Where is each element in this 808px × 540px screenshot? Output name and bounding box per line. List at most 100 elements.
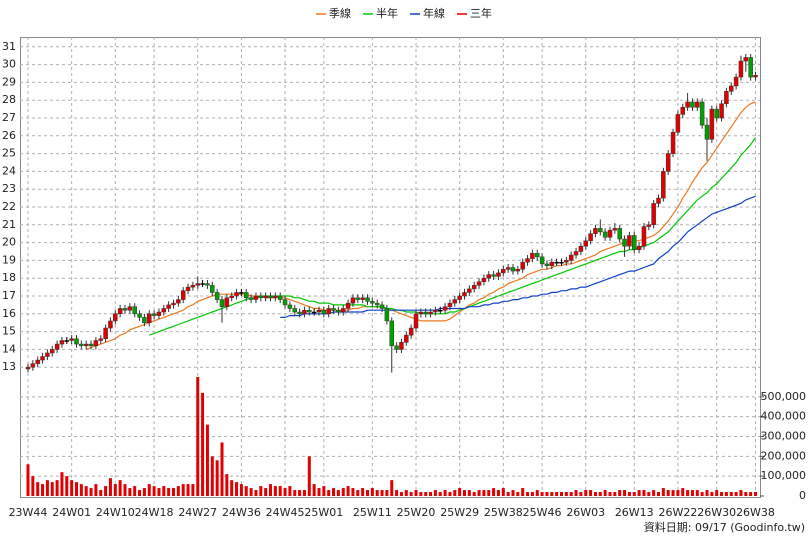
ma-line <box>280 195 756 318</box>
candle-body <box>287 304 293 309</box>
volume-bar <box>438 492 442 496</box>
volume-bar <box>380 490 384 496</box>
candle-body <box>185 286 191 291</box>
plot-frame <box>20 37 761 498</box>
candle-body <box>695 101 700 108</box>
volume-bar <box>395 490 399 496</box>
x-tick-label: 24W36 <box>222 506 261 519</box>
volume-bar <box>404 490 408 496</box>
y2-tick-label: 400,000 <box>761 410 807 423</box>
x-tick-label: 24W18 <box>135 506 174 519</box>
volume-bar <box>235 482 239 496</box>
x-tick-label: 26W38 <box>736 506 775 519</box>
volume-bar <box>273 486 277 496</box>
volume-bar <box>492 488 496 496</box>
candle-body <box>733 76 739 87</box>
candle-body <box>709 108 715 140</box>
candle-body <box>729 85 734 92</box>
candle-body <box>578 245 584 252</box>
volume-bar <box>230 480 234 496</box>
volume-bar <box>598 492 602 496</box>
y-tick-label: 17 <box>2 289 16 302</box>
volume-bar <box>254 490 258 496</box>
volume-bar <box>448 492 452 496</box>
volume-bar <box>749 492 753 496</box>
volume-bar <box>613 492 617 496</box>
volume-bar <box>152 486 156 496</box>
volume-bar <box>593 492 597 496</box>
volume-bar <box>307 456 311 496</box>
y-tick-label: 16 <box>2 307 16 320</box>
volume-bar <box>332 488 336 496</box>
candle-body <box>559 261 564 264</box>
volume-bar <box>181 484 185 496</box>
candle-body <box>302 309 307 315</box>
y-tick-label: 21 <box>2 218 16 231</box>
candle-body <box>336 309 341 313</box>
volume-bar <box>477 490 481 496</box>
volume-bar <box>94 484 98 496</box>
y-tick-label: 29 <box>2 75 16 88</box>
volume-bar <box>167 488 171 496</box>
volume-bar <box>516 492 520 496</box>
volume-bar <box>555 492 559 496</box>
candle-body <box>117 308 123 315</box>
candle-body <box>263 295 268 299</box>
volume-bar <box>603 490 607 496</box>
candle-body <box>724 91 729 105</box>
candle-body <box>326 308 331 315</box>
volume-bar <box>550 492 554 496</box>
y-tick-label: 24 <box>2 164 16 177</box>
y-tick-label: 26 <box>2 129 16 142</box>
volume-bar <box>147 484 151 496</box>
candle-body <box>685 101 690 108</box>
volume-bar <box>574 490 578 496</box>
candle-body <box>418 311 424 315</box>
x-tick-label: 24W10 <box>96 506 135 519</box>
candle-body <box>471 285 477 290</box>
candle-body <box>661 171 666 199</box>
volume-bar <box>196 377 200 496</box>
candle-body <box>248 297 254 300</box>
volume-bar <box>293 490 297 496</box>
candle-body <box>365 297 370 302</box>
volume-bar <box>496 490 500 496</box>
candle-body <box>277 295 283 300</box>
candle-body <box>486 274 491 279</box>
volume-bar <box>545 492 549 496</box>
y-tick-label: 27 <box>2 111 16 124</box>
volume-bar <box>366 490 369 496</box>
volume-bar <box>327 490 331 496</box>
candle-body <box>350 297 356 304</box>
candle-body <box>88 343 94 347</box>
volume-bar <box>201 392 205 496</box>
volume-bar <box>322 486 326 496</box>
candle-body <box>25 366 31 370</box>
x-tick-label: 25W29 <box>440 506 479 519</box>
candle-body <box>142 317 147 323</box>
volume-bar <box>724 492 728 496</box>
candle-body <box>544 263 550 266</box>
volume-bar <box>75 482 78 496</box>
volume-bar <box>467 490 471 496</box>
candle-body <box>45 352 50 357</box>
candle-body <box>423 311 428 315</box>
volume-bar <box>45 480 49 496</box>
legend-label: 年線 <box>423 6 445 20</box>
x-tick-label: 26W13 <box>615 506 654 519</box>
volume-bar <box>666 490 670 496</box>
candle-body <box>568 254 574 261</box>
candle-body <box>156 311 162 316</box>
candle-body <box>530 253 535 259</box>
candle-body <box>244 292 249 299</box>
volume-bar <box>705 490 709 496</box>
volume-bar <box>589 490 593 496</box>
candle-body <box>132 306 137 315</box>
volume-bar <box>681 488 685 496</box>
candle-body <box>743 57 749 62</box>
candle-body <box>510 267 516 272</box>
volume-bar <box>458 488 462 496</box>
candle-body <box>161 308 167 313</box>
volume-bar <box>676 490 680 496</box>
